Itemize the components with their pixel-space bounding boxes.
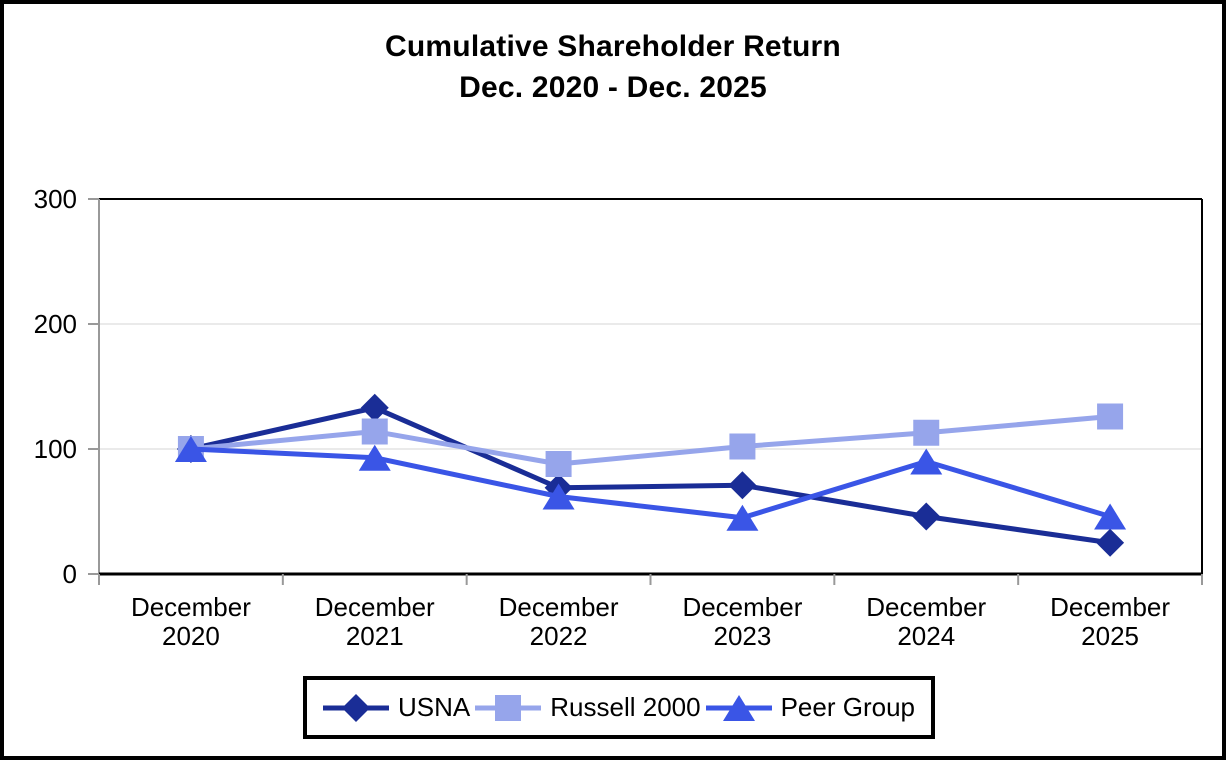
x-axis-label-december-2023: December 2023: [682, 592, 802, 651]
marker-peer-group-2: [542, 483, 575, 510]
plot-area: 0 100 200 300 December 2020 December 2021 Decemb…: [34, 184, 1203, 651]
x-axis-label-december-2021: December 2021: [315, 592, 435, 651]
marker-peer-group-0: [174, 436, 207, 462]
x-axis-label-december-2022: December 2022: [499, 592, 619, 651]
marker-peer-group-4: [910, 448, 943, 475]
legend-marker-diamond-icon: [323, 693, 389, 722]
chart-title-line2: Dec. 2020 - Dec. 2025: [459, 71, 767, 104]
chart-title: Cumulative Shareholder Return Dec. 2020 …: [4, 26, 1222, 108]
legend-label-usna: USNA: [398, 692, 471, 722]
marker-russell-2000-3: [729, 433, 756, 460]
legend-item-peer-group: Peer Group: [705, 690, 915, 726]
marker-russell-2000-2: [545, 451, 572, 477]
chart-title-line1: Cumulative Shareholder Return: [385, 30, 841, 63]
marker-russell-2000-5: [1097, 403, 1124, 430]
legend-item-russell-2000: Russell 2000: [475, 690, 701, 726]
marker-usna-3: [728, 471, 757, 500]
legend-marker-triangle-icon: [705, 694, 772, 721]
marker-usna-5: [1096, 528, 1125, 557]
marker-usna-4: [912, 502, 941, 531]
series-line-peer-group: [190, 446, 1111, 521]
x-axis-label-december-2020: December 2020: [131, 592, 251, 651]
legend-item-usna: USNA: [323, 690, 470, 726]
marker-peer-group-1: [358, 444, 391, 471]
y-axis-label-200: 200: [34, 309, 77, 339]
marker-russell-2000-4: [913, 419, 940, 446]
marker-peer-group-5: [1094, 503, 1127, 530]
x-axis-label-december-2025: December 2025: [1050, 592, 1170, 651]
series-line-usna: [190, 405, 1111, 546]
legend-label-russell-2000: Russell 2000: [550, 692, 701, 722]
x-axis-label-december-2024: December 2024: [866, 592, 986, 651]
legend-marker-square-icon: [475, 694, 542, 721]
marker-peer-group-3: [726, 504, 759, 531]
y-axis-label-300: 300: [34, 184, 77, 214]
y-axis-label-100: 100: [34, 434, 77, 464]
marker-russell-2000-1: [361, 418, 388, 445]
marker-usna-1: [360, 393, 389, 422]
legend: USNA Russell 2000 Peer Group: [303, 676, 935, 739]
series-line-russell-2000: [190, 414, 1111, 467]
y-axis-label-0: 0: [63, 559, 77, 589]
legend-label-peer-group: Peer Group: [780, 692, 915, 722]
